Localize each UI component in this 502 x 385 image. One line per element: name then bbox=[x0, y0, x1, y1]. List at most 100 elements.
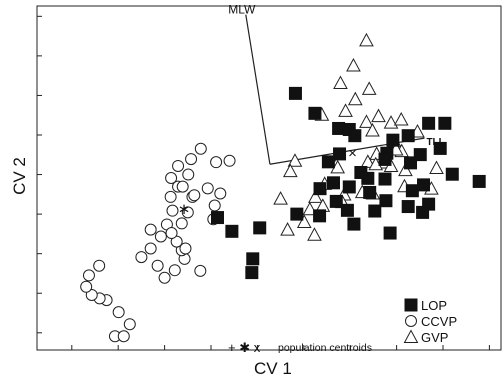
axis-ticks bbox=[37, 15, 490, 350]
ccvp-point bbox=[182, 168, 195, 181]
ccvp-point bbox=[214, 187, 227, 200]
ccvp-point bbox=[144, 242, 157, 255]
lop-point bbox=[405, 184, 419, 198]
lop-point bbox=[379, 194, 393, 208]
ccvp-point bbox=[164, 190, 177, 203]
lop-point bbox=[313, 182, 327, 196]
x-axis-title: CV 1 bbox=[254, 359, 292, 378]
ccvp-point bbox=[144, 223, 157, 236]
ccvp-point bbox=[112, 306, 125, 319]
legend-centroid-symbols: + ✱ x bbox=[228, 340, 261, 355]
gvp-point bbox=[308, 189, 323, 203]
gvp-point bbox=[273, 191, 288, 205]
ccvp-point bbox=[172, 159, 185, 172]
ccvp-point bbox=[151, 259, 164, 272]
ccvp-point bbox=[154, 230, 167, 243]
plot-frame bbox=[36, 5, 502, 351]
ccvp-point bbox=[210, 156, 223, 169]
lop-point bbox=[340, 203, 354, 217]
gvp-point bbox=[347, 91, 363, 106]
ccvp-point bbox=[185, 153, 198, 166]
ccvp-point bbox=[80, 280, 93, 293]
gvp-point bbox=[307, 227, 322, 241]
ccvp-point bbox=[201, 182, 214, 195]
ccvp-point bbox=[194, 264, 207, 277]
gvp-point bbox=[393, 111, 409, 126]
gvp-point bbox=[361, 81, 377, 95]
legend-label-gvp: GVP bbox=[421, 330, 448, 345]
gvp-point bbox=[296, 214, 312, 229]
centroid-marker: × bbox=[348, 145, 357, 162]
lop-point bbox=[326, 176, 340, 190]
lop-point bbox=[290, 207, 304, 221]
lop-point bbox=[433, 141, 447, 155]
centroid-markers: + ∗ × bbox=[178, 145, 357, 218]
ccvp-point bbox=[176, 180, 189, 193]
series-ccvp bbox=[80, 142, 236, 343]
ccvp-point bbox=[179, 242, 192, 255]
lop-point bbox=[321, 155, 335, 169]
gvp-point bbox=[280, 222, 295, 236]
lop-point bbox=[354, 165, 368, 179]
ccvp-point bbox=[123, 318, 136, 331]
lop-point bbox=[225, 224, 239, 238]
gvp-point bbox=[429, 160, 444, 175]
data-points bbox=[80, 32, 486, 343]
lop-point bbox=[308, 106, 322, 120]
lop-point bbox=[313, 209, 327, 223]
lop-point bbox=[246, 252, 260, 266]
ccvp-point bbox=[165, 172, 178, 184]
lop-point bbox=[253, 221, 267, 235]
vector-label-mlw: MLW bbox=[228, 3, 256, 17]
centroid-marker: + bbox=[328, 153, 337, 170]
legend-marker-ccvp bbox=[405, 315, 417, 327]
lop-point bbox=[472, 174, 486, 188]
gvp-point bbox=[371, 108, 386, 123]
lop-point bbox=[401, 200, 415, 214]
gvp-point bbox=[346, 57, 361, 72]
ccvp-point bbox=[85, 288, 98, 301]
ccvp-point bbox=[188, 189, 201, 202]
lop-point bbox=[245, 266, 259, 280]
lop-point bbox=[401, 129, 415, 143]
lop-point bbox=[417, 178, 431, 192]
y-axis-title: CV 2 bbox=[10, 157, 29, 195]
centroid-marker: ∗ bbox=[178, 201, 191, 218]
gvp-point bbox=[360, 154, 376, 168]
lop-point bbox=[288, 86, 302, 100]
ccvp-point bbox=[168, 264, 181, 277]
lop-point bbox=[378, 172, 392, 186]
series-lop bbox=[210, 86, 486, 280]
ccvp-point bbox=[158, 271, 171, 284]
ccvp-point bbox=[165, 227, 178, 240]
ccvp-point bbox=[82, 269, 95, 282]
ccvp-point bbox=[181, 206, 194, 219]
ccvp-point bbox=[223, 154, 236, 167]
legend-label-ccvp: CCVP bbox=[421, 314, 457, 329]
gvp-point bbox=[333, 75, 348, 90]
legend-marker-gvp bbox=[403, 329, 419, 343]
gvp-point bbox=[359, 114, 374, 128]
gvp-point bbox=[287, 153, 303, 167]
legend-label-lop: LOP bbox=[421, 298, 447, 313]
lop-point bbox=[404, 156, 418, 170]
gvp-point bbox=[283, 163, 298, 178]
gvp-point bbox=[365, 122, 380, 137]
legend-marker-lop bbox=[404, 298, 418, 312]
ccvp-point bbox=[208, 199, 221, 212]
lop-point bbox=[363, 185, 377, 199]
ccvp-point bbox=[175, 217, 188, 230]
lop-point bbox=[347, 217, 361, 231]
gvp-point bbox=[398, 162, 413, 177]
ccvp-point bbox=[93, 259, 106, 272]
gvp-point bbox=[383, 115, 399, 129]
lop-point bbox=[386, 133, 400, 147]
lop-point bbox=[342, 180, 356, 194]
ccvp-point bbox=[117, 330, 130, 343]
lop-point bbox=[383, 226, 397, 240]
lop-point bbox=[413, 148, 427, 162]
lop-point bbox=[445, 167, 459, 181]
lop-point bbox=[378, 152, 392, 166]
